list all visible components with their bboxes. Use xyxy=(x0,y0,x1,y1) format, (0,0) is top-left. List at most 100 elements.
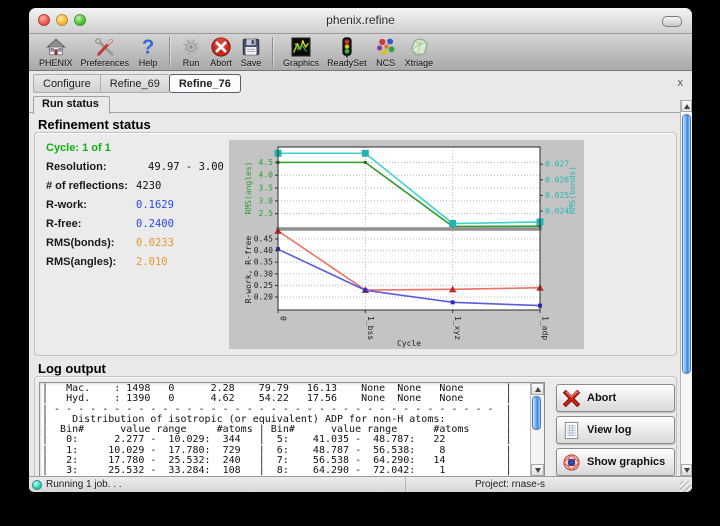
save-icon xyxy=(242,38,260,56)
project-name-text: Project: rnase-s xyxy=(475,479,546,490)
toolbar-button-readyset[interactable]: ReadySet xyxy=(327,36,367,68)
toolbar-label: Abort xyxy=(210,58,232,68)
svg-text:4.5: 4.5 xyxy=(259,158,274,167)
log-output-panel: | Mac. : 1498 0 2.28 79.79 16.13 None No… xyxy=(34,376,677,484)
abort-icon xyxy=(211,37,231,57)
toolbar-toggle-button[interactable] xyxy=(662,16,682,27)
refinement-chart: 2.5 3.0 3.5 4.0 4.5 0.024 0.025 0.026 0.027 0.20 0… xyxy=(229,140,584,349)
zoom-window-button[interactable] xyxy=(74,14,86,26)
main-scrollbar-thumb[interactable] xyxy=(682,114,691,374)
main-toolbar: PHENIX Preferences ? Help Run Abort Save… xyxy=(29,34,692,71)
svg-text:4.0: 4.0 xyxy=(259,171,274,180)
toolbar-button-abort[interactable]: Abort xyxy=(210,36,232,68)
status-bar-divider xyxy=(405,477,406,492)
log-output-heading: Log output xyxy=(38,361,106,376)
toolbar-separator xyxy=(169,37,171,67)
abort-x-icon xyxy=(562,389,581,407)
tab-refine-76[interactable]: Refine_76 xyxy=(168,74,241,93)
toolbar-label: Help xyxy=(138,58,158,68)
home-icon xyxy=(45,38,66,56)
stat-value-rfree: 0.2400 xyxy=(136,218,174,230)
svg-text:RMS(angles): RMS(angles) xyxy=(244,162,253,215)
tab-run-status[interactable]: Run status xyxy=(33,96,110,114)
toolbar-button-run[interactable]: Run xyxy=(180,36,202,68)
svg-text:0.024: 0.024 xyxy=(545,207,569,216)
svg-text:R-work, R-free: R-work, R-free xyxy=(244,236,253,304)
toolbar-label: NCS xyxy=(376,58,396,68)
abort-button[interactable]: Abort xyxy=(556,384,675,412)
stat-value-rms-angles: 2.010 xyxy=(136,256,168,268)
traffic-light-icon xyxy=(342,37,352,58)
abort-button-label: Abort xyxy=(587,392,617,404)
svg-text:1_xyz: 1_xyz xyxy=(453,316,462,340)
tab-close-icon[interactable]: x xyxy=(677,77,684,89)
toolbar-button-help[interactable]: ? Help xyxy=(137,36,159,68)
toolbar-button-preferences[interactable]: Preferences xyxy=(80,36,130,68)
svg-text:0.45: 0.45 xyxy=(254,234,273,243)
view-log-button[interactable]: View log xyxy=(556,416,675,444)
stat-value-rms-bonds: 0.0233 xyxy=(136,237,174,249)
cycle-indicator: Cycle: 1 of 1 xyxy=(46,142,111,154)
toolbar-label: Graphics xyxy=(283,58,320,68)
svg-text:RMS(bonds): RMS(bonds) xyxy=(568,166,577,214)
running-status-text: Running 1 job. . . xyxy=(46,479,122,490)
scroll-up-icon[interactable] xyxy=(531,383,544,395)
graphics-icon xyxy=(291,37,311,57)
stat-value-rwork: 0.1629 xyxy=(136,199,174,211)
svg-text:0.35: 0.35 xyxy=(254,258,273,267)
window-title: phenix.refine xyxy=(326,13,395,27)
refinement-status-panel: Cycle: 1 of 1 Resolution: 49.97 - 3.00 #… xyxy=(34,132,677,356)
view-log-button-label: View log xyxy=(587,424,632,436)
svg-text:0.25: 0.25 xyxy=(254,281,273,290)
svg-text:1_adp: 1_adp xyxy=(541,316,550,340)
stat-value-resolution: 49.97 - 3.00 xyxy=(148,161,224,173)
document-icon xyxy=(564,421,579,439)
tools-icon xyxy=(95,38,114,56)
svg-text:0: 0 xyxy=(279,316,288,321)
toolbar-label: Run xyxy=(182,58,200,68)
toolbar-label: ReadySet xyxy=(327,58,367,68)
resize-grip[interactable] xyxy=(680,481,691,492)
show-graphics-button[interactable]: Show graphics xyxy=(556,448,675,476)
tab-configure[interactable]: Configure xyxy=(33,74,100,93)
log-text-area[interactable]: | Mac. : 1498 0 2.28 79.79 16.13 None No… xyxy=(39,382,545,479)
log-text: | Mac. : 1498 0 2.28 79.79 16.13 None No… xyxy=(42,383,512,478)
svg-text:?: ? xyxy=(142,36,154,58)
svg-text:0.025: 0.025 xyxy=(545,191,569,200)
minimize-window-button[interactable] xyxy=(56,14,68,26)
toolbar-button-xtriage[interactable]: Xtriage xyxy=(405,36,433,68)
toolbar-button-save[interactable]: Save xyxy=(240,36,262,68)
scroll-up-icon[interactable] xyxy=(681,100,692,112)
scroll-down-icon[interactable] xyxy=(531,464,544,476)
molecule-sphere-icon xyxy=(563,453,580,471)
toolbar-button-phenix[interactable]: PHENIX xyxy=(39,36,73,68)
svg-text:2.5: 2.5 xyxy=(259,209,274,218)
tab-refine-69[interactable]: Refine_69 xyxy=(99,74,169,93)
gear-icon xyxy=(183,39,200,55)
toolbar-button-ncs[interactable]: NCS xyxy=(375,36,397,68)
status-bar: Running 1 job. . . Project: rnase-s xyxy=(29,476,692,492)
svg-text:0.40: 0.40 xyxy=(254,246,273,255)
toolbar-label: PHENIX xyxy=(39,58,73,68)
refinement-plot: 2.5 3.0 3.5 4.0 4.5 0.024 0.025 0.026 0.027 0.20 0… xyxy=(244,146,577,348)
close-window-button[interactable] xyxy=(38,14,50,26)
svg-text:0.027: 0.027 xyxy=(545,160,569,169)
toolbar-label: Preferences xyxy=(80,58,130,68)
scroll-down-icon[interactable] xyxy=(681,464,692,476)
toolbar-button-graphics[interactable]: Graphics xyxy=(283,36,319,68)
running-status-icon xyxy=(32,480,42,490)
app-window: phenix.refine PHENIX Preferences ? Help … xyxy=(29,8,692,492)
main-scrollbar[interactable] xyxy=(680,100,692,476)
tab-bar: Configure Refine_69 Refine_76 xyxy=(33,74,241,93)
log-scrollbar-thumb[interactable] xyxy=(532,396,541,430)
log-scrollbar[interactable] xyxy=(530,383,544,476)
panel-divider xyxy=(29,112,692,113)
title-bar[interactable]: phenix.refine xyxy=(29,8,692,34)
stat-label: RMS(angles): xyxy=(46,256,117,268)
stat-label: Resolution: xyxy=(46,161,107,173)
toolbar-separator xyxy=(272,37,274,67)
refinement-status-heading: Refinement status xyxy=(38,117,151,132)
svg-text:0.026: 0.026 xyxy=(545,175,569,184)
crystal-icon xyxy=(410,38,428,56)
svg-text:Cycle: Cycle xyxy=(397,339,421,348)
